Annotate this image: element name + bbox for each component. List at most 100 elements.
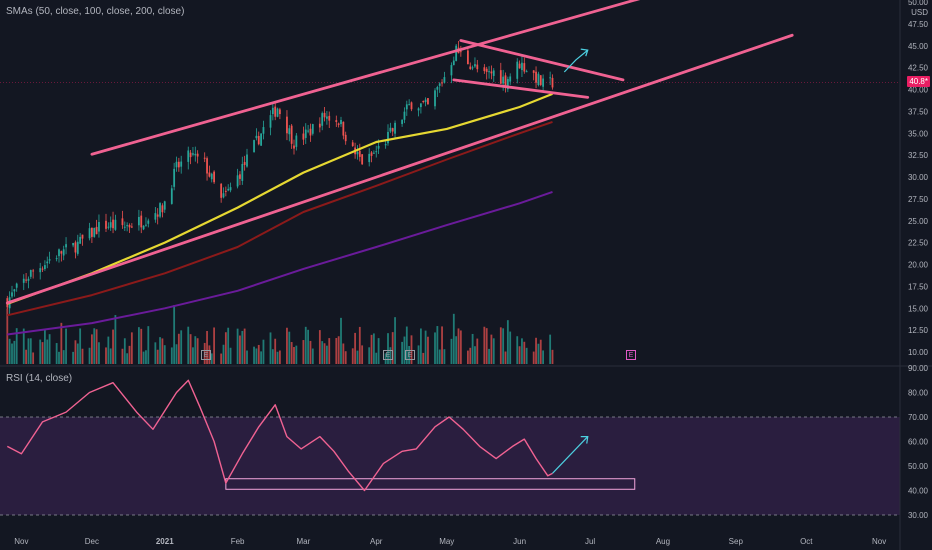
rsi-tick-label: 90.00 — [908, 364, 929, 373]
candle-body — [276, 108, 279, 117]
candle-body — [98, 221, 100, 232]
price-tick-label: 17.50 — [908, 282, 929, 291]
candle-body — [483, 67, 486, 72]
candle-body — [44, 265, 46, 270]
volume-bar — [88, 347, 91, 364]
earnings-marker[interactable]: E — [383, 350, 393, 360]
price-tick-label: 50.00 — [908, 0, 929, 7]
trendline — [90, 0, 641, 156]
volume-bar — [138, 327, 140, 364]
volume-bar — [377, 338, 380, 364]
candle-body — [91, 227, 93, 237]
earnings-marker-upcoming[interactable]: E — [626, 350, 636, 360]
candle-body — [203, 157, 206, 159]
candle-body — [107, 226, 110, 228]
candle-body — [114, 219, 117, 230]
candle-body — [452, 60, 455, 66]
earnings-marker[interactable]: E — [405, 350, 415, 360]
candle-body — [328, 115, 331, 121]
candle-body — [401, 119, 403, 124]
candle-body — [373, 152, 375, 154]
volume-bar — [236, 328, 239, 364]
volume-bar — [29, 338, 32, 364]
volume-bar — [44, 328, 46, 364]
volume-bar — [177, 333, 180, 364]
time-tick-label: Aug — [656, 537, 670, 546]
volume-bar — [293, 347, 295, 364]
earnings-marker[interactable]: E — [201, 350, 211, 360]
candle-body — [93, 227, 96, 237]
volume-bar — [6, 308, 9, 364]
candle-body — [344, 134, 347, 142]
candle-body — [170, 188, 173, 204]
rsi-tick-label: 50.00 — [908, 462, 929, 471]
candle-body — [128, 224, 131, 228]
rsi-legend[interactable]: RSI (14, close) — [6, 373, 73, 384]
candle-body — [441, 82, 443, 84]
candle-body — [488, 71, 490, 73]
volume-bar — [243, 328, 246, 364]
volume-bar — [420, 328, 422, 364]
volume-bar — [304, 326, 307, 364]
candle-body — [180, 161, 183, 167]
candle-body — [192, 153, 194, 155]
volume-bar — [532, 351, 535, 364]
candle-body — [123, 226, 126, 228]
candle-body — [551, 77, 554, 88]
volume-bar — [114, 315, 117, 364]
candle-body — [387, 131, 389, 144]
volume-bar — [424, 330, 427, 364]
candle-body — [62, 249, 65, 256]
volume-bar — [76, 343, 79, 364]
candle-body — [356, 152, 359, 155]
candle-body — [74, 242, 77, 253]
time-tick-label: Feb — [231, 537, 245, 546]
candle-body — [105, 220, 107, 229]
candle-body — [175, 161, 178, 168]
sma-line — [6, 92, 553, 305]
candle-body — [121, 218, 124, 226]
candle-body — [159, 203, 161, 217]
trendline — [452, 78, 590, 99]
candle-body — [368, 153, 371, 163]
candle-body — [384, 144, 387, 146]
volume-bar — [246, 350, 248, 364]
candle-body — [455, 45, 458, 61]
candle-body — [370, 152, 373, 156]
volume-bar — [483, 326, 486, 364]
candle-body — [403, 111, 406, 120]
sma-legend[interactable]: SMAs (50, close, 100, close, 200, close) — [6, 6, 185, 17]
volume-bar — [321, 341, 324, 364]
candle-body — [22, 278, 25, 283]
candle-body — [326, 116, 328, 119]
candle-body — [485, 68, 488, 72]
candle-body — [521, 62, 523, 71]
volume-bar — [311, 348, 314, 364]
volume-bar — [457, 328, 460, 364]
candle-body — [208, 172, 211, 177]
volume-bar — [337, 336, 340, 364]
rsi-projection-arrow — [552, 436, 589, 474]
volume-bar — [213, 327, 215, 364]
volume-bar — [128, 345, 131, 364]
candle-body — [467, 50, 469, 65]
candle-body — [262, 127, 265, 134]
candle-body — [163, 201, 166, 210]
volume-bar — [239, 335, 241, 364]
candle-body — [361, 154, 364, 165]
candle-body — [532, 70, 535, 73]
volume-bar — [368, 347, 371, 364]
candle-body — [518, 63, 521, 69]
volume-bar — [41, 342, 44, 364]
rsi-support-box — [225, 478, 636, 490]
volume-bar — [375, 352, 378, 364]
candle-body — [539, 75, 542, 85]
volume-bar — [8, 338, 11, 364]
candle-body — [471, 67, 474, 69]
candle-body — [206, 158, 208, 174]
volume-bar — [206, 330, 208, 364]
volume-bar — [98, 342, 100, 364]
candle-body — [46, 261, 49, 264]
candle-body — [154, 213, 157, 220]
